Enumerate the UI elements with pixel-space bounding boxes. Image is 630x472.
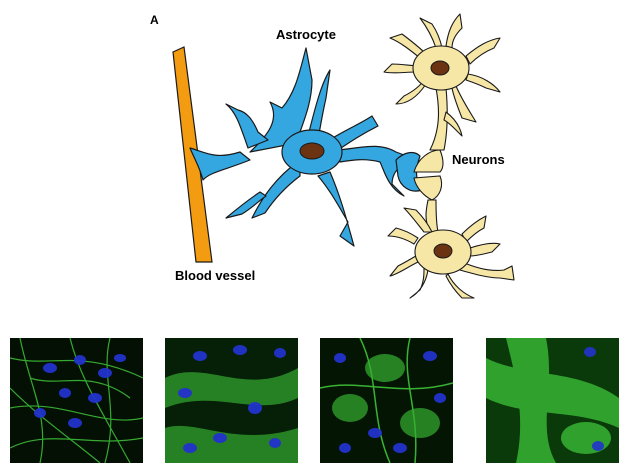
synapse [413, 149, 444, 233]
neuron-upper [383, 13, 501, 151]
panel-label: A [150, 13, 159, 27]
neurons-label: Neurons [452, 152, 505, 167]
micrograph-4 [486, 338, 619, 463]
micrograph-3 [320, 338, 453, 463]
astrocyte-nucleus [299, 142, 325, 160]
micrograph-1 [10, 338, 143, 463]
neuron-lower-nucleus [433, 243, 453, 259]
blood-vessel-label: Blood vessel [175, 268, 255, 283]
neuron-upper-nucleus [430, 60, 450, 76]
astrocyte-label: Astrocyte [276, 27, 336, 42]
micrograph-2 [165, 338, 298, 463]
astrocyte-cell [189, 47, 413, 247]
